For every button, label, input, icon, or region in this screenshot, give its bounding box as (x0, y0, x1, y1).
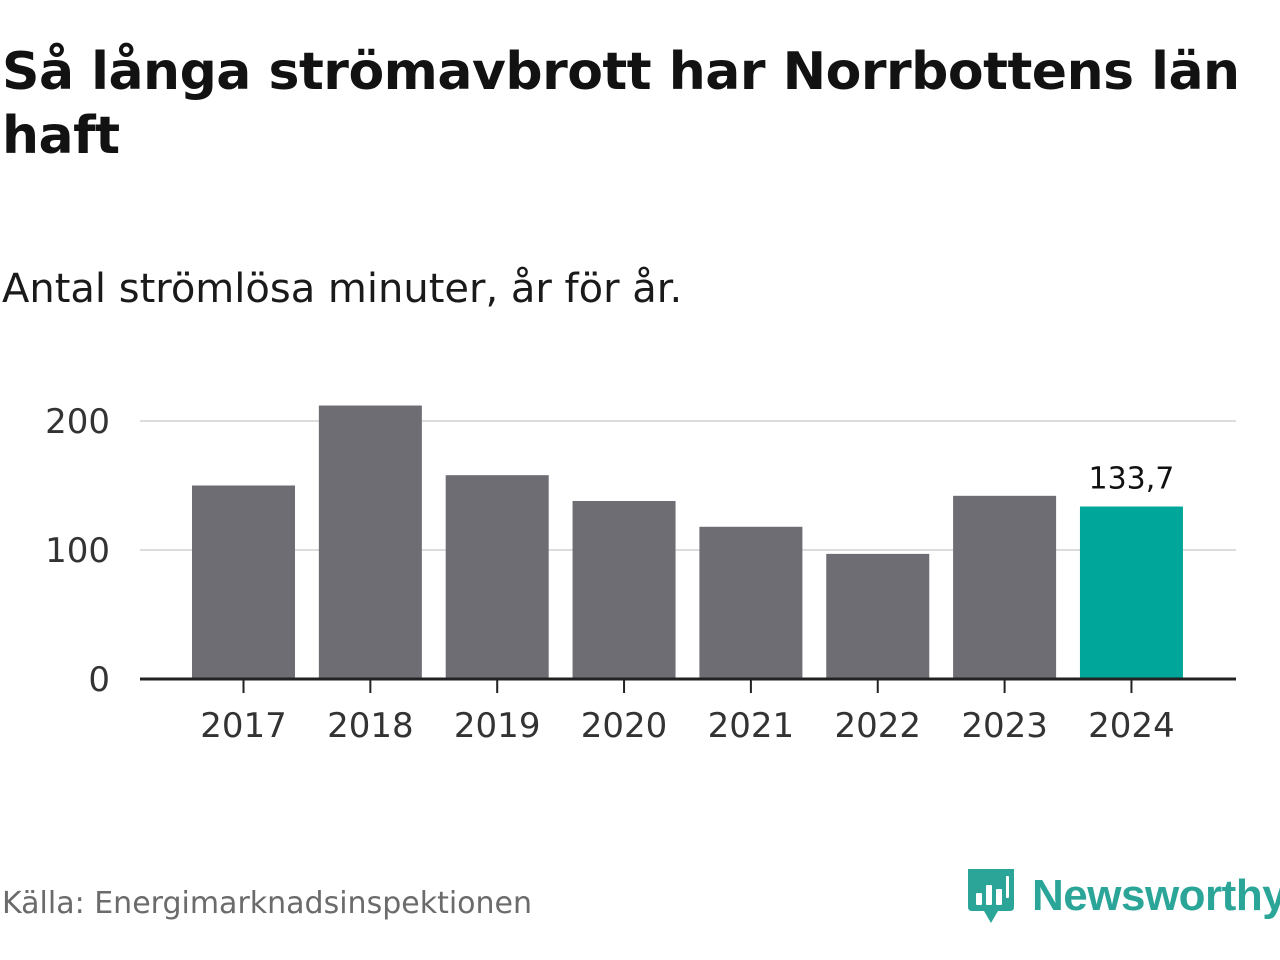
x-tick-label-2022: 2022 (834, 706, 921, 746)
chart-title: Så långa strömavbrott har Norrbottens lä… (2, 42, 1240, 166)
bar-2019 (445, 475, 549, 679)
bar-2020 (572, 500, 676, 679)
y-tick-label-0: 0 (88, 660, 110, 700)
bar-2018 (318, 405, 422, 679)
y-tick-label-200: 200 (45, 402, 110, 442)
bar-2021 (699, 526, 803, 679)
x-tick-label-2018: 2018 (327, 706, 414, 746)
bar-2017 (192, 485, 295, 679)
newsworthy-brand[interactable]: Newsworthy (964, 864, 1280, 928)
data-label-2024: 133,7 (1089, 462, 1175, 497)
x-tick-label-2024: 2024 (1088, 706, 1175, 746)
newsworthy-logo-icon (968, 869, 1014, 923)
x-tick-label-2023: 2023 (961, 706, 1048, 746)
chart-subtitle: Antal strömlösa minuter, år för år. (2, 266, 683, 312)
x-tick-label-2021: 2021 (708, 706, 795, 746)
source-credit: Källa: Energimarknadsinspektionen (2, 886, 533, 921)
x-tick-label-2017: 2017 (200, 706, 287, 746)
bar-2023 (953, 495, 1057, 679)
bar-chart: 0 100 200 2017 2018 2019 2020 2021 2022 2023 2024 1… (45, 402, 1236, 746)
bar-2022 (826, 553, 930, 679)
x-tick-label-2019: 2019 (454, 706, 541, 746)
brand-name: Newsworthy (1032, 871, 1280, 920)
x-tick-label-2020: 2020 (581, 706, 668, 746)
y-tick-label-100: 100 (45, 531, 110, 571)
bar-2024 (1079, 506, 1183, 679)
